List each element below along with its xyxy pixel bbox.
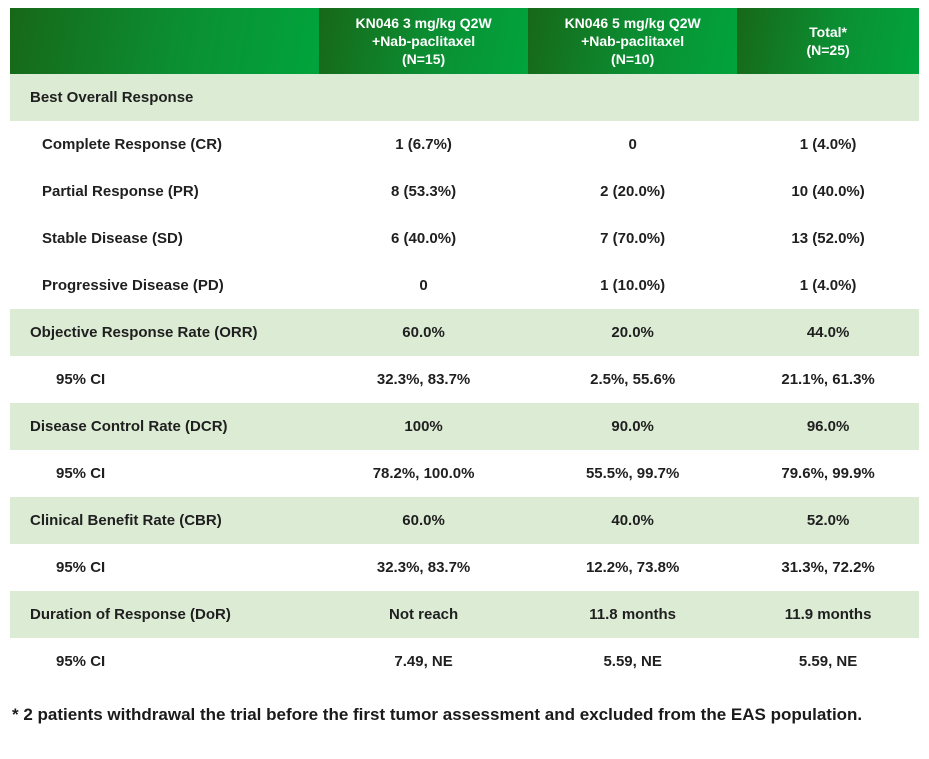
cell-value: 8 (53.3%) (319, 168, 529, 215)
row-label: Best Overall Response (10, 74, 320, 121)
cell-value: 10 (40.0%) (737, 168, 919, 215)
cell-value: Not reach (319, 591, 529, 638)
cell-value: 1 (10.0%) (528, 262, 738, 309)
row-label: Disease Control Rate (DCR) (10, 403, 320, 450)
header-empty-cell (10, 8, 320, 74)
table-row: Best Overall Response (10, 74, 919, 121)
row-label: 95% CI (10, 638, 320, 685)
row-label: 95% CI (10, 450, 320, 497)
row-label: Duration of Response (DoR) (10, 591, 320, 638)
cell-value: 12.2%, 73.8% (528, 544, 738, 591)
cell-value (319, 74, 529, 121)
row-label: Clinical Benefit Rate (CBR) (10, 497, 320, 544)
cell-value: 78.2%, 100.0% (319, 450, 529, 497)
footnote: * 2 patients withdrawal the trial before… (12, 705, 863, 724)
cell-value: 6 (40.0%) (319, 215, 529, 262)
cell-value: 32.3%, 83.7% (319, 544, 529, 591)
cell-value: 79.6%, 99.9% (737, 450, 919, 497)
cell-value: 11.8 months (528, 591, 738, 638)
header-col-arm2: KN046 5 mg/kg Q2W +Nab-paclitaxel (N=10) (528, 8, 738, 74)
table-row: 95% CI 32.3%, 83.7% 12.2%, 73.8% 31.3%, … (10, 544, 919, 591)
cell-value: 11.9 months (737, 591, 919, 638)
table-row: Progressive Disease (PD) 0 1 (10.0%) 1 (… (10, 262, 919, 309)
row-label: Objective Response Rate (ORR) (10, 309, 320, 356)
cell-value: 2 (20.0%) (528, 168, 738, 215)
cell-value: 5.59, NE (737, 638, 919, 685)
table-row: Stable Disease (SD) 6 (40.0%) 7 (70.0%) … (10, 215, 919, 262)
cell-value (528, 74, 738, 121)
cell-value: 96.0% (737, 403, 919, 450)
cell-value: 32.3%, 83.7% (319, 356, 529, 403)
header-col-total: Total* (N=25) (737, 8, 919, 74)
table-row: Disease Control Rate (DCR) 100% 90.0% 96… (10, 403, 919, 450)
table-row: Duration of Response (DoR) Not reach 11.… (10, 591, 919, 638)
table-row: 95% CI 32.3%, 83.7% 2.5%, 55.6% 21.1%, 6… (10, 356, 919, 403)
cell-value: 55.5%, 99.7% (528, 450, 738, 497)
efficacy-table: KN046 3 mg/kg Q2W +Nab-paclitaxel (N=15)… (10, 8, 919, 685)
cell-value: 7 (70.0%) (528, 215, 738, 262)
table-row: Clinical Benefit Rate (CBR) 60.0% 40.0% … (10, 497, 919, 544)
cell-value: 60.0% (319, 497, 529, 544)
cell-value: 20.0% (528, 309, 738, 356)
row-label: Complete Response (CR) (10, 121, 320, 168)
row-label: Progressive Disease (PD) (10, 262, 320, 309)
cell-value: 2.5%, 55.6% (528, 356, 738, 403)
row-label: Stable Disease (SD) (10, 215, 320, 262)
cell-value: 100% (319, 403, 529, 450)
cell-value: 1 (4.0%) (737, 262, 919, 309)
header-row: KN046 3 mg/kg Q2W +Nab-paclitaxel (N=15)… (10, 8, 919, 74)
cell-value: 7.49, NE (319, 638, 529, 685)
row-label: 95% CI (10, 544, 320, 591)
table-row: 95% CI 7.49, NE 5.59, NE 5.59, NE (10, 638, 919, 685)
row-label: Partial Response (PR) (10, 168, 320, 215)
cell-value (737, 74, 919, 121)
cell-value: 0 (528, 121, 738, 168)
cell-value: 31.3%, 72.2% (737, 544, 919, 591)
table-row: Partial Response (PR) 8 (53.3%) 2 (20.0%… (10, 168, 919, 215)
table-row: Complete Response (CR) 1 (6.7%) 0 1 (4.0… (10, 121, 919, 168)
cell-value: 44.0% (737, 309, 919, 356)
table-row: Objective Response Rate (ORR) 60.0% 20.0… (10, 309, 919, 356)
cell-value: 60.0% (319, 309, 529, 356)
cell-value: 5.59, NE (528, 638, 738, 685)
header-col-arm1: KN046 3 mg/kg Q2W +Nab-paclitaxel (N=15) (319, 8, 529, 74)
row-label: 95% CI (10, 356, 320, 403)
cell-value: 1 (4.0%) (737, 121, 919, 168)
cell-value: 0 (319, 262, 529, 309)
cell-value: 13 (52.0%) (737, 215, 919, 262)
table-row: 95% CI 78.2%, 100.0% 55.5%, 99.7% 79.6%,… (10, 450, 919, 497)
cell-value: 1 (6.7%) (319, 121, 529, 168)
cell-value: 90.0% (528, 403, 738, 450)
cell-value: 40.0% (528, 497, 738, 544)
cell-value: 21.1%, 61.3% (737, 356, 919, 403)
cell-value: 52.0% (737, 497, 919, 544)
